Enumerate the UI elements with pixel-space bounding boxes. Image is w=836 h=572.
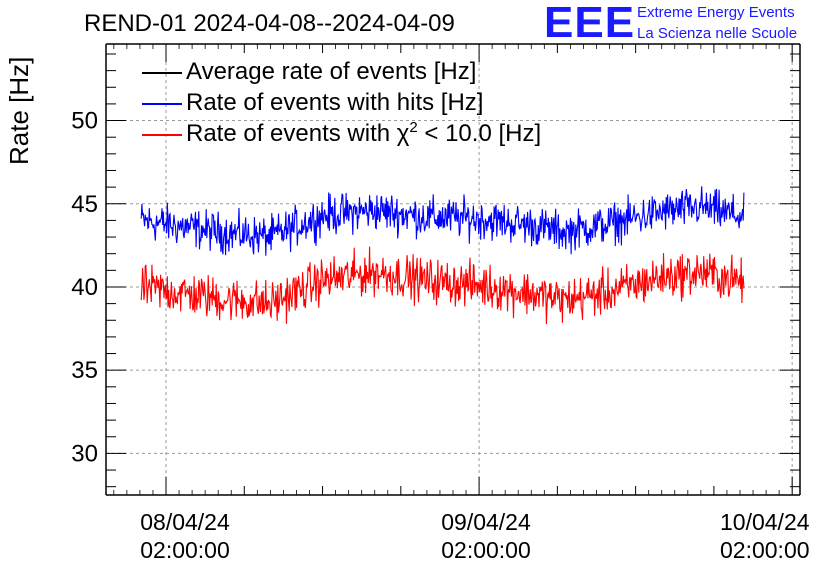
- series-layer: [140, 186, 745, 325]
- x-tick-label-0: 08/04/24 02:00:00: [115, 508, 255, 564]
- series-line-2: [140, 246, 745, 325]
- logo-text-line1: Extreme Energy Events: [637, 4, 795, 21]
- legend-label-average: Average rate of events [Hz]: [186, 58, 477, 85]
- legend-chi-post: < 10.0 [Hz]: [417, 120, 542, 147]
- legend-chi-superscript: 2: [409, 119, 418, 136]
- axes-layer: [105, 43, 801, 496]
- y-tick-label-40: 40: [71, 274, 98, 301]
- x-tick-label-1: 09/04/24 02:00:00: [416, 508, 556, 564]
- y-tick-label-30: 30: [71, 440, 98, 467]
- x-tick-date-1: 09/04/24: [441, 509, 531, 535]
- ytick-labels: 30 35 40 45 50: [71, 108, 98, 468]
- series-line-1: [140, 186, 745, 256]
- x-tick-date-0: 08/04/24: [140, 509, 230, 535]
- legend-label-chi2: Rate of events with χ2 < 10.0 [Hz]: [186, 120, 541, 148]
- y-tick-label-50: 50: [71, 108, 98, 135]
- y-axis-label: Rate [Hz]: [4, 56, 34, 165]
- legend-chi-pre: Rate of events with: [186, 120, 397, 147]
- y-tick-label-35: 35: [71, 357, 98, 384]
- x-tick-date-2: 10/04/24: [720, 509, 810, 535]
- x-tick-time-1: 02:00:00: [441, 537, 531, 563]
- chart-title: REND-01 2024-04-08--2024-04-09: [84, 10, 455, 37]
- x-tick-time-2: 02:00:00: [720, 537, 810, 563]
- y-tick-label-45: 45: [71, 191, 98, 218]
- eee-logo: EEE: [544, 0, 636, 47]
- logo-text-line2: La Scienza nelle Scuole: [637, 25, 798, 42]
- x-tick-time-0: 02:00:00: [140, 537, 230, 563]
- legend-label-hits: Rate of events with hits [Hz]: [186, 89, 484, 116]
- legend-lines: [142, 72, 182, 136]
- x-tick-label-2: 10/04/24 02:00:00: [720, 508, 836, 564]
- legend-chi-symbol: χ: [396, 120, 410, 147]
